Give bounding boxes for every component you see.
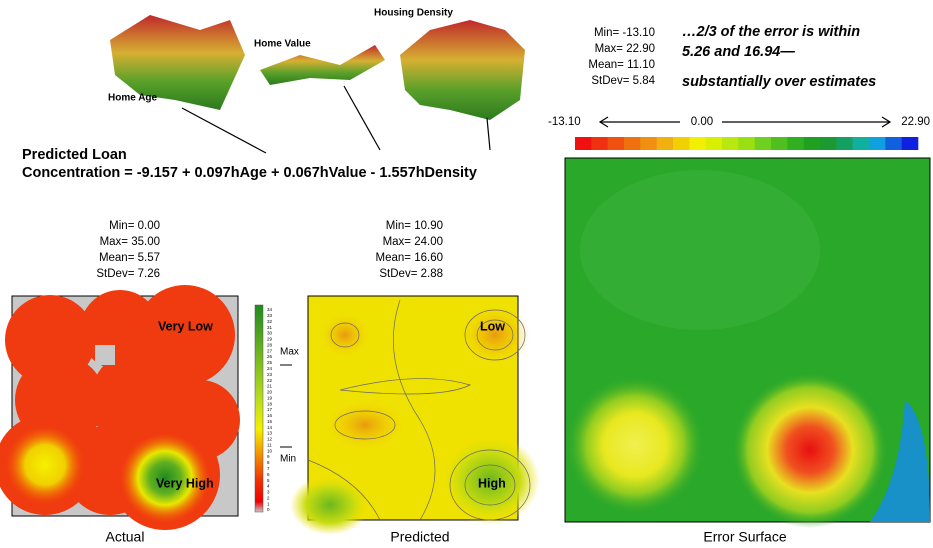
legend-tick: 2 — [267, 495, 270, 500]
color-swatch — [820, 137, 837, 150]
label: Home Value — [254, 39, 311, 50]
color-swatch — [575, 137, 592, 150]
stat: StDev= 7.26 — [96, 268, 160, 280]
legend-tick: 12 — [267, 437, 273, 442]
legend-tick: 4 — [267, 484, 270, 489]
legend-tick: 3 — [267, 490, 270, 495]
scale-label: 22.90 — [901, 116, 930, 128]
color-swatch — [787, 137, 804, 150]
actual-map: Very Low Very High — [0, 285, 240, 530]
legend-tick: 13 — [267, 431, 273, 436]
surface — [260, 45, 385, 85]
equation: Predicted Loan — [22, 147, 127, 163]
color-swatch — [722, 137, 739, 150]
legend-tick: 27 — [267, 348, 273, 353]
legend-tick: 17 — [267, 407, 273, 412]
legend-tick: 0 — [267, 507, 270, 512]
color-swatch — [689, 137, 706, 150]
legend-tick: 5 — [267, 478, 270, 483]
color-swatch — [640, 137, 657, 150]
note: substantially over estimates — [682, 74, 876, 90]
color-swatch — [591, 137, 608, 150]
figure: Home Age Home Value Housing Density Pred… — [0, 0, 933, 548]
legend-tick: 25 — [267, 360, 273, 365]
legend-tick: 32 — [267, 319, 273, 324]
caption: Actual — [106, 529, 145, 545]
legend-tick: 28 — [267, 342, 273, 347]
color-swatch — [608, 137, 625, 150]
predicted-map: Low High — [290, 296, 540, 535]
color-swatch — [902, 137, 919, 150]
color-swatch — [673, 137, 690, 150]
legend-label: Max — [280, 347, 299, 358]
legend-tick: 22 — [267, 378, 273, 383]
surface — [400, 20, 525, 120]
legend-tick: 16 — [267, 413, 273, 418]
stat: Min= 0.00 — [109, 220, 160, 232]
color-swatch — [804, 137, 821, 150]
color-swatch — [738, 137, 755, 150]
legend-tick: 6 — [267, 472, 270, 477]
stat: Min= -13.10 — [594, 27, 655, 39]
color-swatch — [869, 137, 886, 150]
map-label: Very High — [156, 476, 214, 490]
legend-tick: 33 — [267, 313, 273, 318]
stat: Max= 22.90 — [595, 43, 655, 55]
legend-tick: 30 — [267, 331, 273, 336]
legend-tick: 19 — [267, 395, 273, 400]
legend-tick: 26 — [267, 354, 273, 359]
note: 5.26 and 16.94— — [682, 44, 795, 60]
legend-tick: 23 — [267, 372, 273, 377]
legend-tick: 20 — [267, 390, 273, 395]
label: Housing Density — [374, 8, 453, 19]
stat: Min= 10.90 — [386, 220, 443, 232]
color-swatch — [706, 137, 723, 150]
caption: Error Surface — [703, 529, 786, 545]
legend-tick: 10 — [267, 448, 273, 453]
color-swatch — [755, 137, 772, 150]
error-map — [565, 158, 930, 528]
stat: StDev= 5.84 — [591, 75, 655, 87]
map-label: Low — [480, 319, 505, 333]
stat: Mean= 16.60 — [376, 252, 443, 264]
legend-tick: 21 — [267, 384, 273, 389]
legend-tick: 24 — [267, 366, 273, 371]
equation: Concentration = -9.157 + 0.097hAge + 0.0… — [22, 165, 477, 181]
legend-tick: 1 — [267, 501, 270, 506]
note: …2/3 of the error is within — [682, 24, 860, 40]
legend-tick: 34 — [267, 307, 273, 312]
scale-label: 0.00 — [691, 116, 713, 128]
legend-tick: 31 — [267, 325, 273, 330]
map-label: Very Low — [158, 319, 213, 333]
legend-tick: 18 — [267, 401, 273, 406]
stat: Mean= 11.10 — [588, 59, 655, 71]
legend-tick: 29 — [267, 337, 273, 342]
color-swatch — [836, 137, 853, 150]
legend-tick: 7 — [267, 466, 270, 471]
legend-tick: 14 — [267, 425, 273, 430]
surfaces: Home Age Home Value Housing Density — [108, 8, 525, 153]
legend-tick: 15 — [267, 419, 273, 424]
stat: Mean= 5.57 — [99, 252, 160, 264]
color-swatch — [771, 137, 788, 150]
caption: Predicted — [390, 529, 449, 545]
legend-label: Min — [280, 454, 296, 465]
stat: Max= 35.00 — [100, 236, 160, 248]
legend-tick: 9 — [267, 454, 270, 459]
color-swatch — [885, 137, 902, 150]
legend-tick: 11 — [267, 442, 272, 447]
color-swatch — [657, 137, 674, 150]
color-swatch — [624, 137, 641, 150]
stat: StDev= 2.88 — [379, 268, 443, 280]
color-swatch — [853, 137, 870, 150]
legend-tick: 8 — [267, 460, 270, 465]
stat: Max= 24.00 — [383, 236, 443, 248]
scale-label: -13.10 — [548, 116, 581, 128]
map-label: High — [478, 476, 506, 490]
label: Home Age — [108, 93, 158, 104]
